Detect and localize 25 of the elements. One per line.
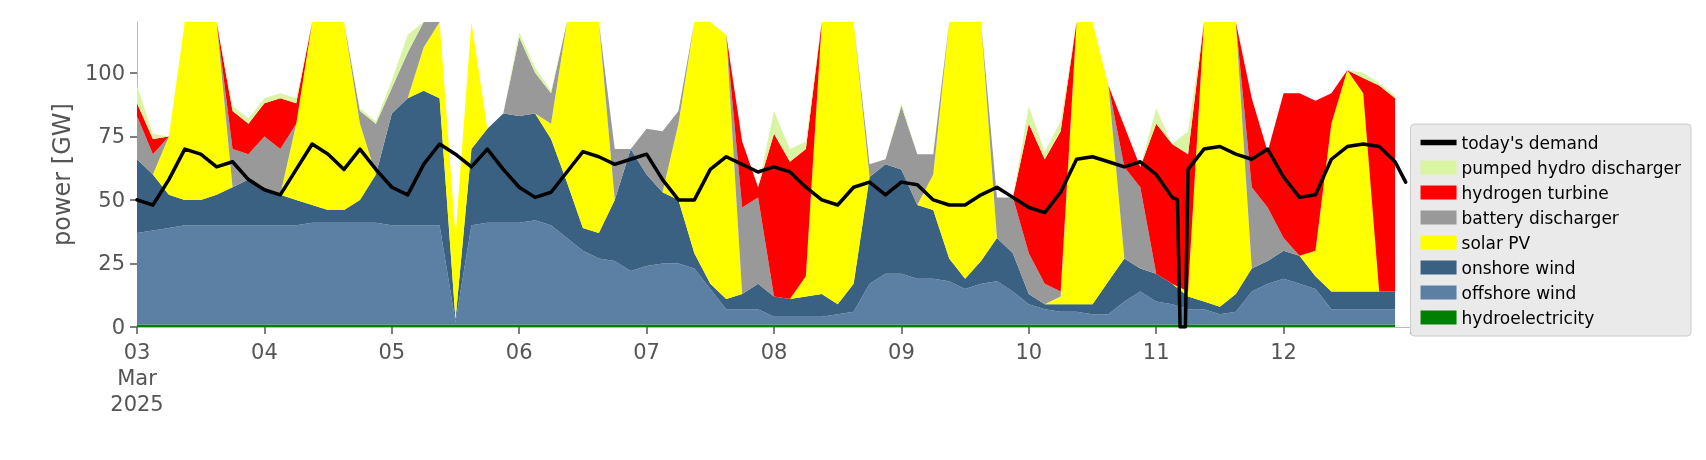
- legend-label: pumped hydro discharger: [1461, 157, 1682, 178]
- legend-label: hydroelectricity: [1461, 307, 1595, 328]
- y-tick-label: 25: [98, 251, 125, 276]
- x-tick-label: 06: [505, 340, 533, 364]
- x-tick-label: 08: [760, 340, 788, 364]
- x-tick-label: 07: [633, 340, 660, 364]
- legend-label: battery discharger: [1461, 207, 1619, 228]
- x-tick-label: 09: [888, 340, 915, 364]
- legend-label: offshore wind: [1461, 282, 1577, 303]
- legend-label: today's demand: [1461, 132, 1599, 153]
- x-tick-label: 03 Mar 2025: [110, 340, 164, 416]
- legend-label: solar PV: [1461, 232, 1531, 253]
- y-tick-label: 0: [111, 315, 125, 339]
- x-tick-label: 04: [251, 340, 278, 364]
- y-axis-title: power [GW]: [48, 103, 77, 246]
- y-tick-label: 100: [84, 60, 125, 85]
- line-series: [135, 142, 1408, 329]
- x-tick-label: 05: [378, 340, 406, 364]
- x-tick-label: 12: [1270, 340, 1297, 364]
- x-tick-label: 11: [1142, 340, 1170, 364]
- x-tick-label: 10: [1015, 340, 1043, 364]
- legend-label: hydrogen turbine: [1461, 182, 1609, 203]
- y-tick-label: 50: [98, 187, 125, 212]
- y-tick-label: 75: [98, 124, 125, 149]
- legend-label: onshore wind: [1461, 257, 1576, 278]
